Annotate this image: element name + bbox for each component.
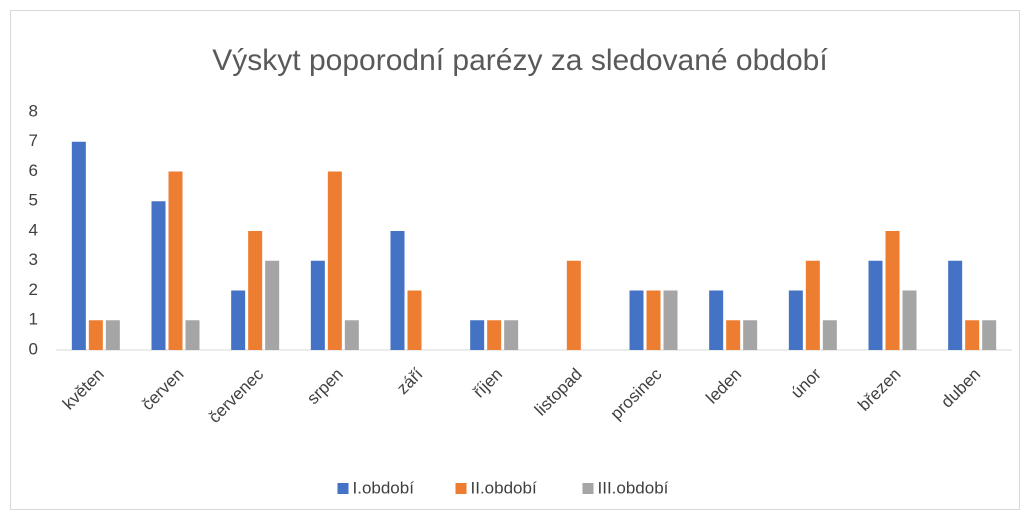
bar: [504, 320, 519, 350]
bar: [344, 320, 359, 350]
legend-swatch: [337, 483, 349, 494]
legend-swatch: [455, 483, 467, 494]
legend-label: II.období: [471, 478, 537, 497]
bar: [743, 320, 758, 350]
bar: [902, 290, 917, 350]
bar: [88, 320, 103, 350]
bar: [629, 290, 644, 350]
chart-title: Výskyt poporodní parézy za sledované obd…: [212, 44, 828, 77]
bar: [185, 320, 200, 350]
bar: [265, 260, 280, 350]
bar: [248, 231, 263, 350]
y-tick-label: 3: [29, 250, 38, 269]
bar: [327, 171, 342, 350]
legend-label: I.období: [353, 478, 415, 497]
bar: [965, 320, 980, 350]
bar: [168, 171, 183, 350]
bar: [663, 290, 678, 350]
y-tick-label: 5: [29, 191, 38, 210]
bar: [470, 320, 485, 350]
y-tick-label: 2: [29, 280, 38, 299]
bar: [566, 260, 581, 350]
bar: [805, 260, 820, 350]
y-tick-label: 8: [29, 101, 38, 120]
y-tick-label: 4: [29, 220, 38, 239]
legend-swatch: [582, 483, 594, 494]
bar: [231, 290, 246, 350]
bar: [71, 141, 86, 350]
bar: [151, 201, 166, 350]
y-tick-label: 1: [29, 310, 38, 329]
bar: [726, 320, 741, 350]
legend-label: III.období: [598, 478, 669, 497]
bar: [982, 320, 997, 350]
bar: [105, 320, 120, 350]
bar: [487, 320, 502, 350]
bar: [390, 231, 405, 350]
y-tick-label: 6: [29, 161, 38, 180]
bar: [407, 290, 422, 350]
y-tick-label: 0: [29, 339, 38, 358]
bar: [822, 320, 837, 350]
bar: [868, 260, 883, 350]
bar: [646, 290, 661, 350]
bar: [948, 260, 963, 350]
y-tick-label: 7: [29, 131, 38, 150]
bar: [310, 260, 325, 350]
bar: [885, 231, 900, 350]
bar: [709, 290, 724, 350]
bar: [788, 290, 803, 350]
